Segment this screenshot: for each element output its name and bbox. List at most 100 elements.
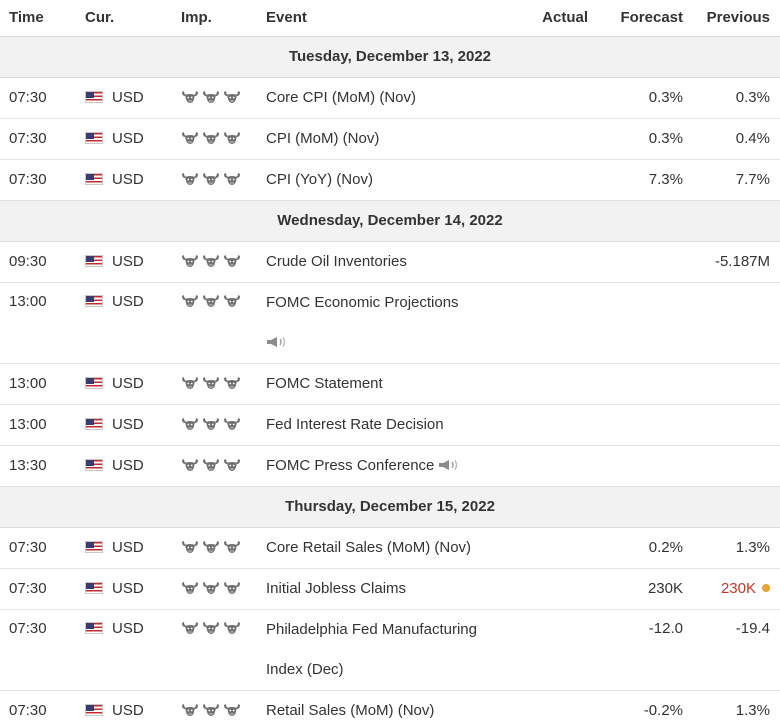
event-name[interactable]: FOMC Statement: [266, 374, 383, 392]
event-time: 07:30: [0, 159, 84, 201]
bull-icon: [202, 458, 220, 472]
forecast-value: [598, 241, 693, 283]
event-row[interactable]: 09:30 USD Crude Oil Inventories -5.187M: [0, 241, 780, 283]
event-row[interactable]: 07:30 USD CPI (YoY) (Nov) 7.3% 7.7%: [0, 159, 780, 201]
event-time: 07:30: [0, 527, 84, 569]
previous-value: -19.4: [735, 619, 770, 637]
event-currency: USD: [112, 375, 144, 392]
bull-icon: [181, 131, 199, 145]
speech-icon[interactable]: [266, 324, 288, 347]
event-cell[interactable]: Crude Oil Inventories: [264, 241, 512, 283]
forecast-value: [598, 363, 693, 405]
importance-indicator: [180, 363, 264, 405]
actual-value: [512, 118, 598, 160]
forecast-value: 0.2%: [598, 527, 693, 569]
event-cell[interactable]: Core Retail Sales (MoM) (Nov): [264, 527, 512, 569]
bull-icon: [223, 540, 241, 554]
column-header-previous[interactable]: Previous: [693, 0, 780, 37]
event-name[interactable]: Initial Jobless Claims: [266, 579, 407, 597]
event-cell[interactable]: FOMC Press Conference: [264, 445, 512, 487]
event-currency-cell: USD: [84, 159, 180, 201]
event-row[interactable]: 07:30 USD Retail Sales (MoM) (Nov) -0.2% 1.3…: [0, 690, 780, 728]
importance-indicator: [180, 118, 264, 160]
actual-value: [512, 404, 598, 446]
column-header-actual[interactable]: Actual: [512, 0, 598, 37]
column-header-event[interactable]: Event: [264, 0, 512, 37]
previous-cell: 0.3%: [693, 77, 780, 119]
previous-value: 1.3%: [735, 702, 770, 719]
event-row[interactable]: 13:30 USD FOMC Press Conference: [0, 445, 780, 487]
actual-value: [512, 445, 598, 487]
event-name[interactable]: CPI (MoM) (Nov): [266, 129, 380, 147]
event-time: 07:30: [0, 568, 84, 610]
event-currency-cell: USD: [84, 445, 180, 487]
event-row[interactable]: 07:30 USD Philadelphia Fed Manufacturing In…: [0, 609, 780, 691]
actual-value: [512, 568, 598, 610]
event-cell[interactable]: FOMC Statement: [264, 363, 512, 405]
calendar-body: Tuesday, December 13, 2022 07:30 USD Core C…: [0, 36, 780, 728]
event-name[interactable]: Core CPI (MoM) (Nov): [266, 88, 417, 106]
event-currency-cell: USD: [84, 118, 180, 160]
event-time: 07:30: [0, 118, 84, 160]
importance-indicator: [180, 527, 264, 569]
event-row[interactable]: 07:30 USD CPI (MoM) (Nov) 0.3% 0.4%: [0, 118, 780, 160]
event-row[interactable]: 13:00 USD Fed Interest Rate Decision: [0, 404, 780, 446]
event-currency: USD: [112, 416, 144, 433]
event-row[interactable]: 13:00 USD FOMC Statement: [0, 363, 780, 405]
event-name[interactable]: Core Retail Sales (MoM) (Nov): [266, 538, 472, 556]
event-name[interactable]: Philadelphia Fed Manufacturing: [266, 620, 477, 638]
previous-value: 0.4%: [735, 130, 770, 147]
event-cell[interactable]: Philadelphia Fed Manufacturing Index (Dec…: [264, 609, 512, 691]
event-name-continued[interactable]: Index (Dec): [266, 660, 344, 678]
column-header-forecast[interactable]: Forecast: [598, 0, 693, 37]
event-name[interactable]: FOMC Economic Projections: [266, 293, 459, 311]
bull-icon: [223, 458, 241, 472]
column-header-time[interactable]: Time: [0, 0, 84, 37]
event-cell[interactable]: CPI (YoY) (Nov): [264, 159, 512, 201]
event-name[interactable]: FOMC Press Conference: [266, 456, 435, 474]
previous-cell: [693, 363, 780, 405]
event-time: 09:30: [0, 241, 84, 283]
event-currency: USD: [112, 580, 144, 597]
table-header-row: Time Cur. Imp. Event Actual Forecast Pre…: [0, 0, 780, 37]
event-cell[interactable]: Initial Jobless Claims: [264, 568, 512, 610]
event-cell[interactable]: Fed Interest Rate Decision: [264, 404, 512, 446]
column-header-importance[interactable]: Imp.: [180, 0, 264, 37]
previous-cell: 230K: [693, 568, 780, 610]
column-header-currency[interactable]: Cur.: [84, 0, 180, 37]
event-time: 13:30: [0, 445, 84, 487]
speech-icon-line: [266, 323, 512, 363]
forecast-value: 230K: [598, 568, 693, 610]
event-row[interactable]: 13:00 USD FOMC Economic Projections: [0, 282, 780, 364]
event-cell[interactable]: FOMC Economic Projections: [264, 282, 512, 364]
event-name[interactable]: CPI (YoY) (Nov): [266, 170, 373, 188]
bull-icon: [202, 540, 220, 554]
event-currency: USD: [112, 89, 144, 106]
event-name[interactable]: Fed Interest Rate Decision: [266, 415, 444, 433]
event-row[interactable]: 07:30 USD Core CPI (MoM) (Nov) 0.3% 0.3%: [0, 77, 780, 119]
event-time: 13:00: [0, 282, 84, 364]
forecast-value: [598, 445, 693, 487]
speech-icon[interactable]: [438, 447, 460, 470]
previous-value: 230K: [720, 580, 756, 597]
bull-icon: [223, 90, 241, 104]
bull-icon: [181, 90, 199, 104]
event-cell[interactable]: Retail Sales (MoM) (Nov): [264, 690, 512, 728]
day-header-date: Wednesday, December 14, 2022: [0, 200, 780, 242]
previous-cell: 1.3%: [693, 690, 780, 728]
event-name[interactable]: Crude Oil Inventories: [266, 252, 407, 270]
previous-value: 0.3%: [735, 89, 770, 106]
event-cell[interactable]: CPI (MoM) (Nov): [264, 118, 512, 160]
event-row[interactable]: 07:30 USD Initial Jobless Claims 230K 230K: [0, 568, 780, 610]
event-time: 13:00: [0, 363, 84, 405]
event-name[interactable]: Retail Sales (MoM) (Nov): [266, 701, 435, 719]
event-cell[interactable]: Core CPI (MoM) (Nov): [264, 77, 512, 119]
importance-indicator: [180, 77, 264, 119]
bull-icon: [223, 581, 241, 595]
importance-indicator: [180, 159, 264, 201]
event-row[interactable]: 07:30 USD Core Retail Sales (MoM) (Nov) 0.2…: [0, 527, 780, 569]
actual-value: [512, 609, 598, 691]
revision-dot-icon[interactable]: [762, 584, 770, 592]
actual-value: [512, 527, 598, 569]
